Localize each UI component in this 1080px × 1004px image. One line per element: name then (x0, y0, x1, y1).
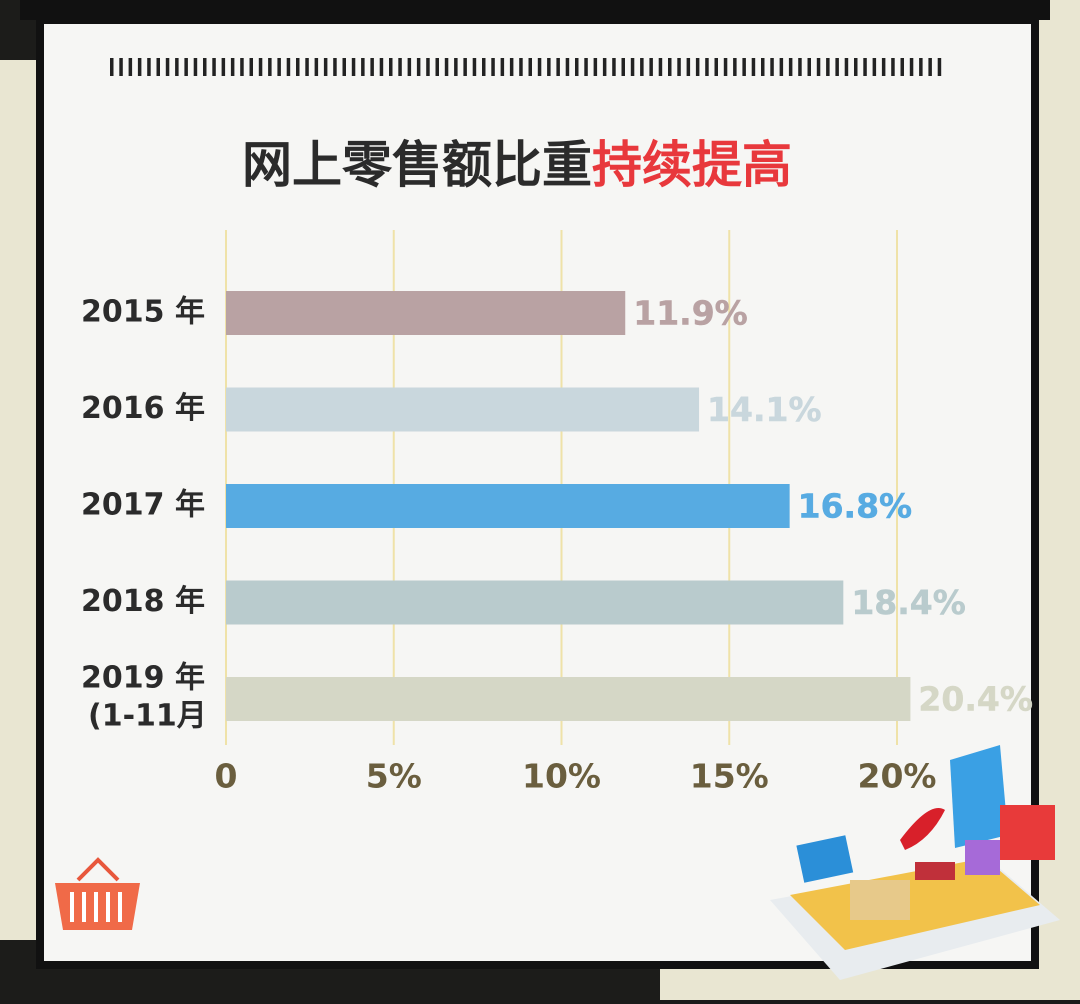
y-tick-label: 2019 年 (81, 661, 205, 696)
y-tick-label: 2018 年 (81, 584, 205, 619)
title-highlight: 持续提高 (592, 136, 792, 194)
basket (55, 857, 140, 930)
value-label: 11.9% (633, 294, 748, 333)
bar (226, 291, 626, 335)
x-tick-label: 20% (858, 757, 937, 796)
value-label: 20.4% (918, 680, 1032, 719)
value-label: 14.1% (707, 390, 822, 429)
frame (20, 0, 1050, 20)
x-tick-label: 5% (366, 757, 422, 796)
bar (226, 677, 911, 721)
y-tick-label: 2015 年 (81, 295, 205, 330)
y-tick-label: 2016 年 (81, 391, 205, 426)
background-panel (0, 60, 40, 940)
chart-title: 网上零售额比重持续提高 (242, 136, 792, 194)
x-tick-label: 0 (215, 757, 238, 796)
annotation: (1-11月 (88, 699, 207, 734)
title-main: 网上零售额比重 (242, 136, 592, 194)
shopping-illustration (770, 745, 1060, 980)
bar (226, 484, 790, 528)
dash-bar (110, 58, 942, 76)
value-label: 18.4% (851, 583, 966, 622)
y-tick-label: 2017 年 (81, 488, 205, 523)
x-tick-label: 15% (690, 757, 769, 796)
bar (226, 580, 844, 625)
value-label: 16.8% (798, 487, 913, 526)
x-tick-label: 10% (522, 757, 601, 796)
bar (226, 387, 700, 432)
